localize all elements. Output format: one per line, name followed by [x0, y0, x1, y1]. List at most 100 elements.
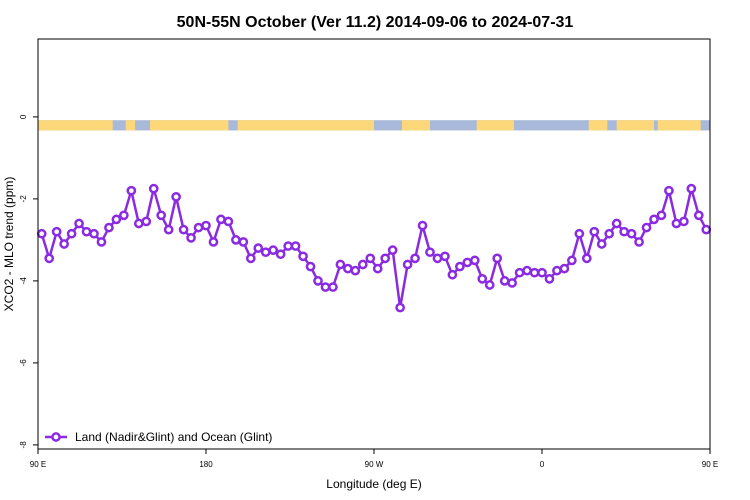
data-point — [96, 237, 107, 247]
data-point — [51, 226, 62, 237]
data-point — [499, 276, 510, 286]
data-point — [260, 247, 271, 258]
data-point — [619, 226, 629, 237]
data-point — [59, 239, 69, 249]
data-point — [402, 259, 413, 270]
data-point — [313, 276, 323, 286]
data-point — [492, 253, 503, 264]
data-point — [36, 228, 47, 239]
data-point — [455, 261, 465, 272]
data-point — [238, 237, 249, 247]
data-point — [462, 257, 473, 268]
data-point — [156, 210, 167, 221]
data-point — [417, 220, 428, 231]
data-point — [574, 228, 585, 239]
data-point — [440, 251, 450, 262]
data-point — [119, 210, 129, 221]
data-point — [372, 263, 383, 274]
land-segment-3 — [150, 120, 229, 131]
land-ocean-strip — [38, 120, 710, 131]
data-point — [693, 210, 704, 221]
y-tick-label: -8 — [19, 441, 28, 449]
data-point — [380, 253, 391, 264]
data-point — [223, 216, 234, 227]
land-segment-6 — [476, 120, 514, 131]
data-point — [320, 282, 331, 292]
x-tick-label: 0 — [540, 460, 545, 469]
data-point — [66, 228, 77, 239]
land-segment-5 — [402, 120, 430, 131]
data-point — [268, 245, 279, 255]
data-point — [328, 282, 338, 292]
data-point — [537, 267, 547, 278]
data-point — [245, 253, 256, 264]
data-point — [290, 241, 301, 251]
land-segment-2 — [125, 120, 136, 131]
data-point — [552, 265, 562, 276]
data-point — [111, 214, 122, 225]
data-point — [171, 192, 181, 202]
data-point — [231, 235, 241, 245]
data-point — [410, 253, 420, 264]
land-segment-4 — [237, 120, 374, 131]
data-point — [395, 302, 405, 313]
data-point — [671, 218, 682, 229]
y-tick-label: -4 — [19, 277, 28, 285]
legend-label: Land (Nadir&Glint) and Ocean (Glint) — [75, 430, 272, 444]
data-point — [589, 226, 600, 237]
data-point — [522, 265, 532, 276]
land-segment-9 — [657, 120, 701, 131]
y-tick-label: -2 — [19, 195, 28, 203]
legend: Land (Nadir&Glint) and Ocean (Glint) — [45, 430, 272, 444]
y-tick-label: -6 — [19, 359, 28, 367]
data-point — [469, 255, 480, 266]
data-point — [664, 185, 674, 196]
plot-frame — [37, 38, 711, 450]
data-point — [611, 218, 622, 229]
data-point — [305, 261, 316, 272]
data-point — [604, 228, 615, 239]
data-point — [148, 183, 159, 194]
data-point — [656, 210, 667, 221]
series-layer — [36, 183, 712, 313]
land-segment-7 — [588, 120, 608, 131]
land-segment-1 — [38, 120, 113, 131]
data-point — [216, 214, 226, 225]
x-tick-label: 90 E — [30, 460, 46, 469]
data-point — [350, 265, 361, 276]
x-tick-label: 180 — [199, 460, 213, 469]
data-point — [432, 253, 443, 264]
data-point — [357, 259, 368, 270]
data-point — [634, 237, 644, 247]
data-point — [514, 267, 525, 278]
data-point — [447, 269, 458, 280]
data-point — [559, 263, 570, 274]
data-point — [178, 224, 189, 235]
data-point — [133, 218, 144, 229]
data-point — [544, 274, 555, 284]
data-point — [193, 222, 204, 233]
data-point — [477, 274, 488, 284]
data-point — [567, 255, 577, 266]
series-line-1 — [40, 187, 708, 309]
x-axis-label: Longitude (deg E) — [326, 477, 421, 491]
data-point — [104, 222, 114, 233]
data-point — [141, 216, 152, 227]
data-point — [89, 228, 99, 239]
data-point — [679, 216, 689, 227]
y-axis: 0 -2 -4 -6 -8 — [19, 114, 38, 448]
data-point — [298, 251, 308, 262]
data-point — [163, 224, 174, 235]
data-point — [649, 214, 659, 225]
data-point — [44, 253, 55, 264]
legend-marker — [51, 432, 61, 442]
y-axis-label: XCO2 - MLO trend (ppm) — [2, 177, 16, 312]
data-point — [81, 226, 92, 237]
data-point — [208, 237, 219, 247]
data-point — [626, 228, 637, 239]
data-point — [507, 278, 517, 288]
data-point — [275, 249, 286, 260]
data-point — [425, 247, 435, 258]
data-point — [529, 267, 540, 278]
